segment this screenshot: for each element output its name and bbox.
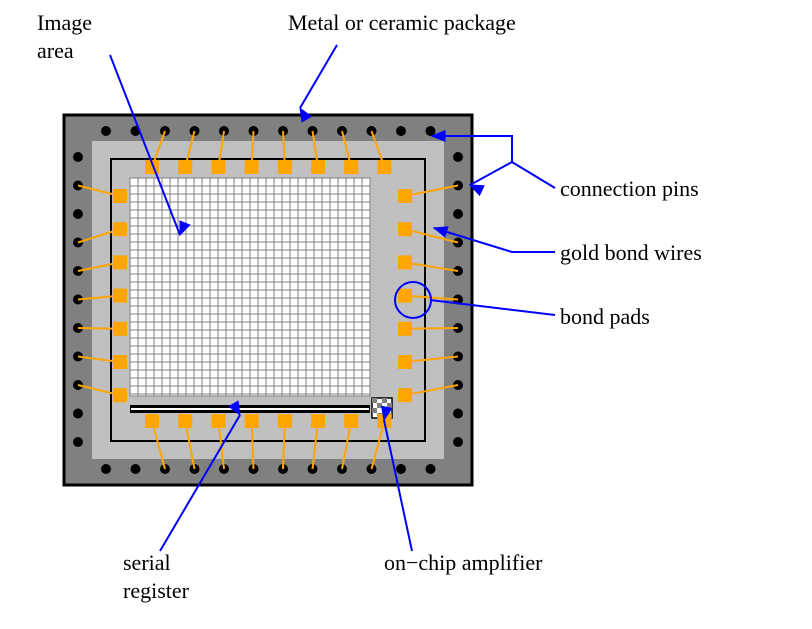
bond-pad [178,160,192,174]
connection-pin [73,152,83,162]
bond-pad [178,414,192,428]
bond-pad [398,322,412,336]
label-serial-register-1: serial [123,550,171,575]
connection-pin [73,437,83,447]
connection-pin [426,126,436,136]
bond-pad [398,189,412,203]
connection-pin [73,409,83,419]
bond-pad [145,414,159,428]
connection-pin [453,437,463,447]
connection-pin [131,464,141,474]
bond-pad [377,160,391,174]
bond-pad [398,388,412,402]
connection-pin [396,464,406,474]
connection-pin [396,126,406,136]
serial-register-inner [131,408,369,410]
gold-bond-wire [405,328,458,329]
connection-pin [453,152,463,162]
connection-pin [453,409,463,419]
connection-pin [101,126,111,136]
bond-pad [398,289,412,303]
bond-pad [344,414,358,428]
bond-pad [344,160,358,174]
bond-pad [311,414,325,428]
bond-pad [211,414,225,428]
label-image-area-2: area [37,38,74,63]
bond-pad [113,255,127,269]
bond-pad [113,355,127,369]
connection-pin [426,464,436,474]
bond-pad [278,160,292,174]
bond-pad [398,222,412,236]
bond-pad [278,414,292,428]
connection-pin [453,209,463,219]
bond-pad [113,289,127,303]
label-on-chip-amplifier: on−chip amplifier [384,550,543,575]
bond-pad [311,160,325,174]
connection-pin [73,209,83,219]
bond-pad [113,322,127,336]
bond-pad [398,355,412,369]
bond-pad [113,222,127,236]
label-serial-register-2: register [123,578,190,603]
bond-pad [113,388,127,402]
label-package: Metal or ceramic package [288,10,516,35]
arrow-package [300,45,337,108]
label-image-area-1: Image [37,10,92,35]
bond-pad [211,160,225,174]
bond-pad [245,160,259,174]
bond-pad [398,255,412,269]
connection-pin [101,464,111,474]
bond-pad [113,189,127,203]
label-gold-bond-wires: gold bond wires [560,240,702,265]
label-bond-pads: bond pads [560,304,650,329]
label-connection-pins: connection pins [560,176,699,201]
bond-pad [245,414,259,428]
